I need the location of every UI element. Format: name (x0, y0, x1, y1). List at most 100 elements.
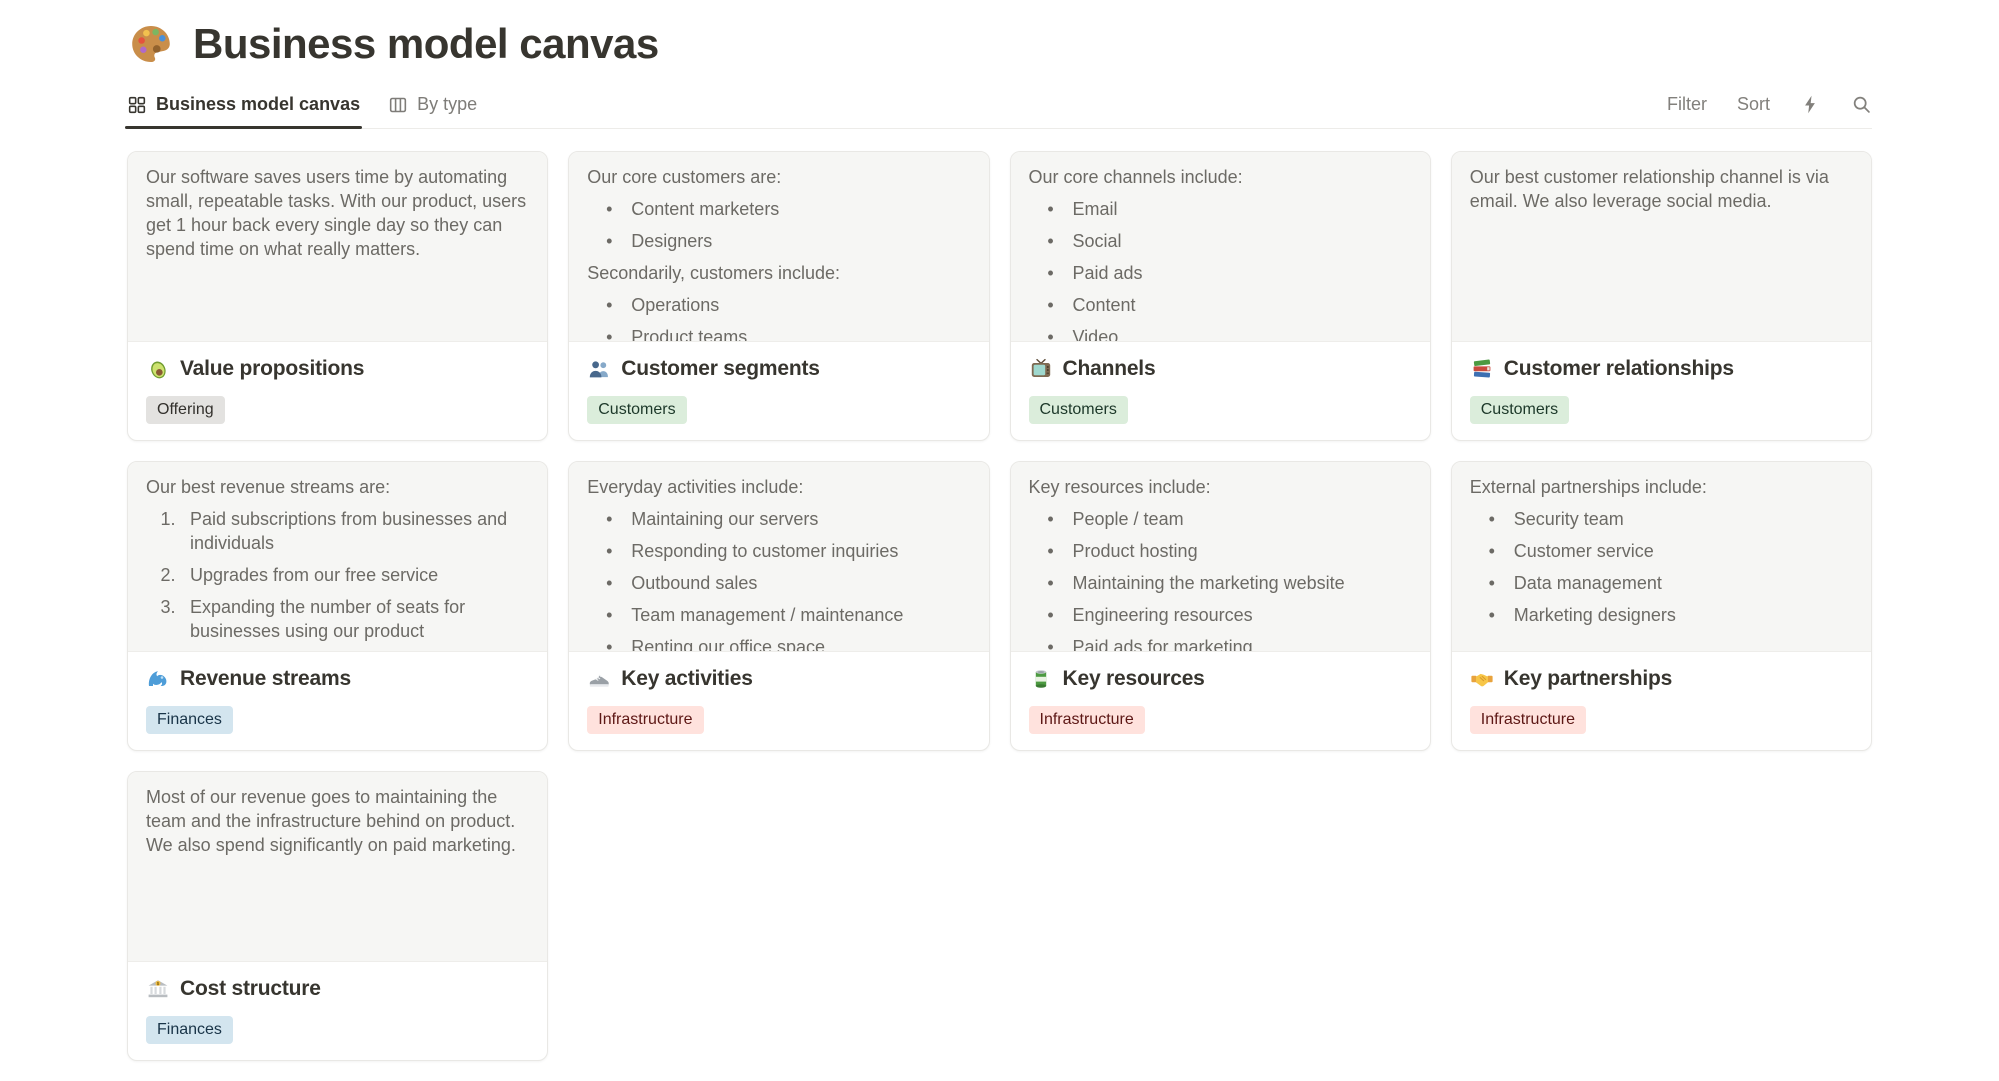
list-marker: • (1047, 327, 1054, 342)
search-icon[interactable] (1851, 94, 1872, 115)
card-title: Key activities (621, 667, 753, 690)
preview-bullet-item: • Product teams (587, 325, 970, 342)
card-title: Cost structure (180, 977, 321, 1000)
preview-bullet-item: • Maintaining our servers (587, 507, 970, 531)
tab-by-type[interactable]: By type (388, 94, 477, 128)
preview-item-text: Responding to customer inquiries (631, 541, 899, 561)
tab-label: Business model canvas (156, 94, 361, 114)
preview-bullet-item: • Product hosting (1029, 539, 1412, 563)
preview-paragraph: Key resources include: (1028, 477, 1211, 497)
sort-button[interactable]: Sort (1736, 94, 1770, 114)
tab-business-model-canvas[interactable]: Business model canvas (124, 94, 363, 129)
page-header: Business model canvas (127, 20, 1872, 68)
lightning-icon[interactable] (1800, 94, 1821, 115)
card-title-row: Key partnerships (1470, 667, 1853, 691)
card-tag: Infrastructure (1469, 706, 1587, 734)
card-title: Key partnerships (1503, 667, 1673, 690)
gallery-view-icon (127, 95, 147, 115)
gallery-card[interactable]: Our core customers are: • Content marketer… (568, 151, 990, 441)
preview-paragraph: External partnerships include: (1469, 477, 1707, 497)
tab-label: By type (417, 94, 478, 114)
preview-paragraph: Our software saves users time by automat… (146, 167, 527, 259)
preview-item-text: Content marketers (631, 199, 780, 219)
preview-bullet-item: • Social (1029, 229, 1412, 253)
preview-item-text: Data management (1513, 573, 1662, 593)
list-marker: • (1047, 263, 1054, 283)
preview-bullet-item: • Maintaining the marketing website (1029, 571, 1412, 595)
preview-bullet-item: • Data management (1470, 571, 1853, 595)
list-marker: • (606, 295, 613, 315)
handshake-icon (1470, 667, 1494, 691)
card-title: Customer segments (621, 357, 820, 380)
preview-item-text: Designers (631, 231, 713, 251)
preview-paragraph: Most of our revenue goes to maintaining … (146, 787, 516, 855)
preview-item-text: Social (1072, 231, 1122, 251)
preview-item-text: Renting our office space (631, 637, 826, 652)
preview-bullet-item: • Marketing designers (1470, 603, 1853, 627)
svg-text:$: $ (157, 981, 160, 986)
card-preview: Our best revenue streams are: 1. Paid subs… (128, 462, 548, 652)
preview-bullet-item: • Content marketers (587, 197, 970, 221)
card-preview: Our core customers are: • Content marketer… (569, 152, 989, 342)
card-footer: Value propositions Offering (128, 342, 547, 424)
preview-bullet-item: • Engineering resources (1029, 603, 1412, 627)
filter-button[interactable]: Filter (1666, 94, 1707, 114)
canned-food-icon (1029, 667, 1053, 691)
list-marker: • (606, 327, 613, 342)
gallery-card[interactable]: Our software saves users time by automat… (127, 151, 549, 441)
preview-item-text: Team management / maintenance (631, 605, 904, 625)
gallery-card[interactable]: Our best revenue streams are: 1. Paid subs… (127, 461, 549, 751)
gallery-card[interactable]: Our best customer relationship channel i… (1450, 151, 1872, 441)
card-tag: Finances (146, 1016, 233, 1044)
preview-item-text: Video (1072, 327, 1119, 342)
preview-item-text: People / team (1072, 509, 1184, 529)
preview-numbered-item: 3. Expanding the number of seats for busi… (146, 595, 529, 643)
preview-item-text: Maintaining our servers (631, 509, 819, 529)
gallery-card[interactable]: External partnerships include: • Security … (1450, 461, 1872, 751)
gallery-card[interactable]: Everyday activities include: • Maintaining… (568, 461, 990, 751)
preview-paragraph: Our best revenue streams are: (146, 477, 391, 497)
list-marker: • (1488, 509, 1495, 529)
preview-bullet-item: • Content (1029, 293, 1412, 317)
preview-bullet-item: • Paid ads for marketing (1029, 635, 1412, 652)
preview-item-text: Product teams (631, 327, 748, 342)
preview-item-text: Customer service (1513, 541, 1654, 561)
list-marker: • (1047, 295, 1054, 315)
preview-item-text: Upgrades from our free service (190, 565, 439, 585)
preview-numbered-item: 2. Upgrades from our free service (146, 563, 529, 587)
preview-bullet-item: • Security team (1470, 507, 1853, 531)
card-footer: Customer relationships Customers (1452, 342, 1871, 424)
page-title: Business model canvas (193, 20, 659, 67)
card-preview: Our core channels include: • Email • Social •… (1010, 152, 1430, 342)
preview-item-text: Paid ads (1072, 263, 1143, 283)
gallery-card[interactable]: Our core channels include: • Email • Social •… (1009, 151, 1431, 441)
card-preview: Our best customer relationship channel i… (1451, 152, 1871, 342)
card-preview: Key resources include: • People / team • Pro… (1010, 462, 1430, 652)
preview-item-text: Paid ads for marketing (1072, 637, 1253, 652)
list-marker: • (606, 637, 613, 652)
preview-paragraph: Our core customers are: (587, 167, 782, 187)
list-marker: • (1488, 573, 1495, 593)
tv-icon (1029, 357, 1053, 381)
preview-bullet-item: • Designers (587, 229, 970, 253)
card-footer: Channels Customers (1011, 342, 1430, 424)
preview-bullet-item: • Responding to customer inquiries (587, 539, 970, 563)
bank-icon: $ (146, 977, 170, 1001)
card-title-row: Key activities (587, 667, 970, 691)
card-title: Value propositions (180, 357, 365, 380)
gallery-card[interactable]: Key resources include: • People / team • Pro… (1009, 461, 1431, 751)
palette-icon[interactable] (127, 20, 175, 68)
gallery-card[interactable]: Most of our revenue goes to maintaining … (127, 771, 549, 1061)
list-marker: 1. (160, 509, 176, 529)
preview-bullet-item: • People / team (1029, 507, 1412, 531)
card-preview: Most of our revenue goes to maintaining … (128, 772, 548, 962)
preview-paragraph: Our best customer relationship channel i… (1469, 167, 1829, 211)
list-marker: • (1047, 231, 1054, 251)
list-marker: • (1488, 541, 1495, 561)
card-title-row: Channels (1029, 357, 1412, 381)
card-footer: Key partnerships Infrastructure (1452, 652, 1871, 734)
card-tag: Customers (587, 396, 687, 424)
preview-paragraph: Everyday activities include: (587, 477, 804, 497)
card-title-row: Value propositions (146, 357, 529, 381)
list-marker: • (1047, 199, 1054, 219)
